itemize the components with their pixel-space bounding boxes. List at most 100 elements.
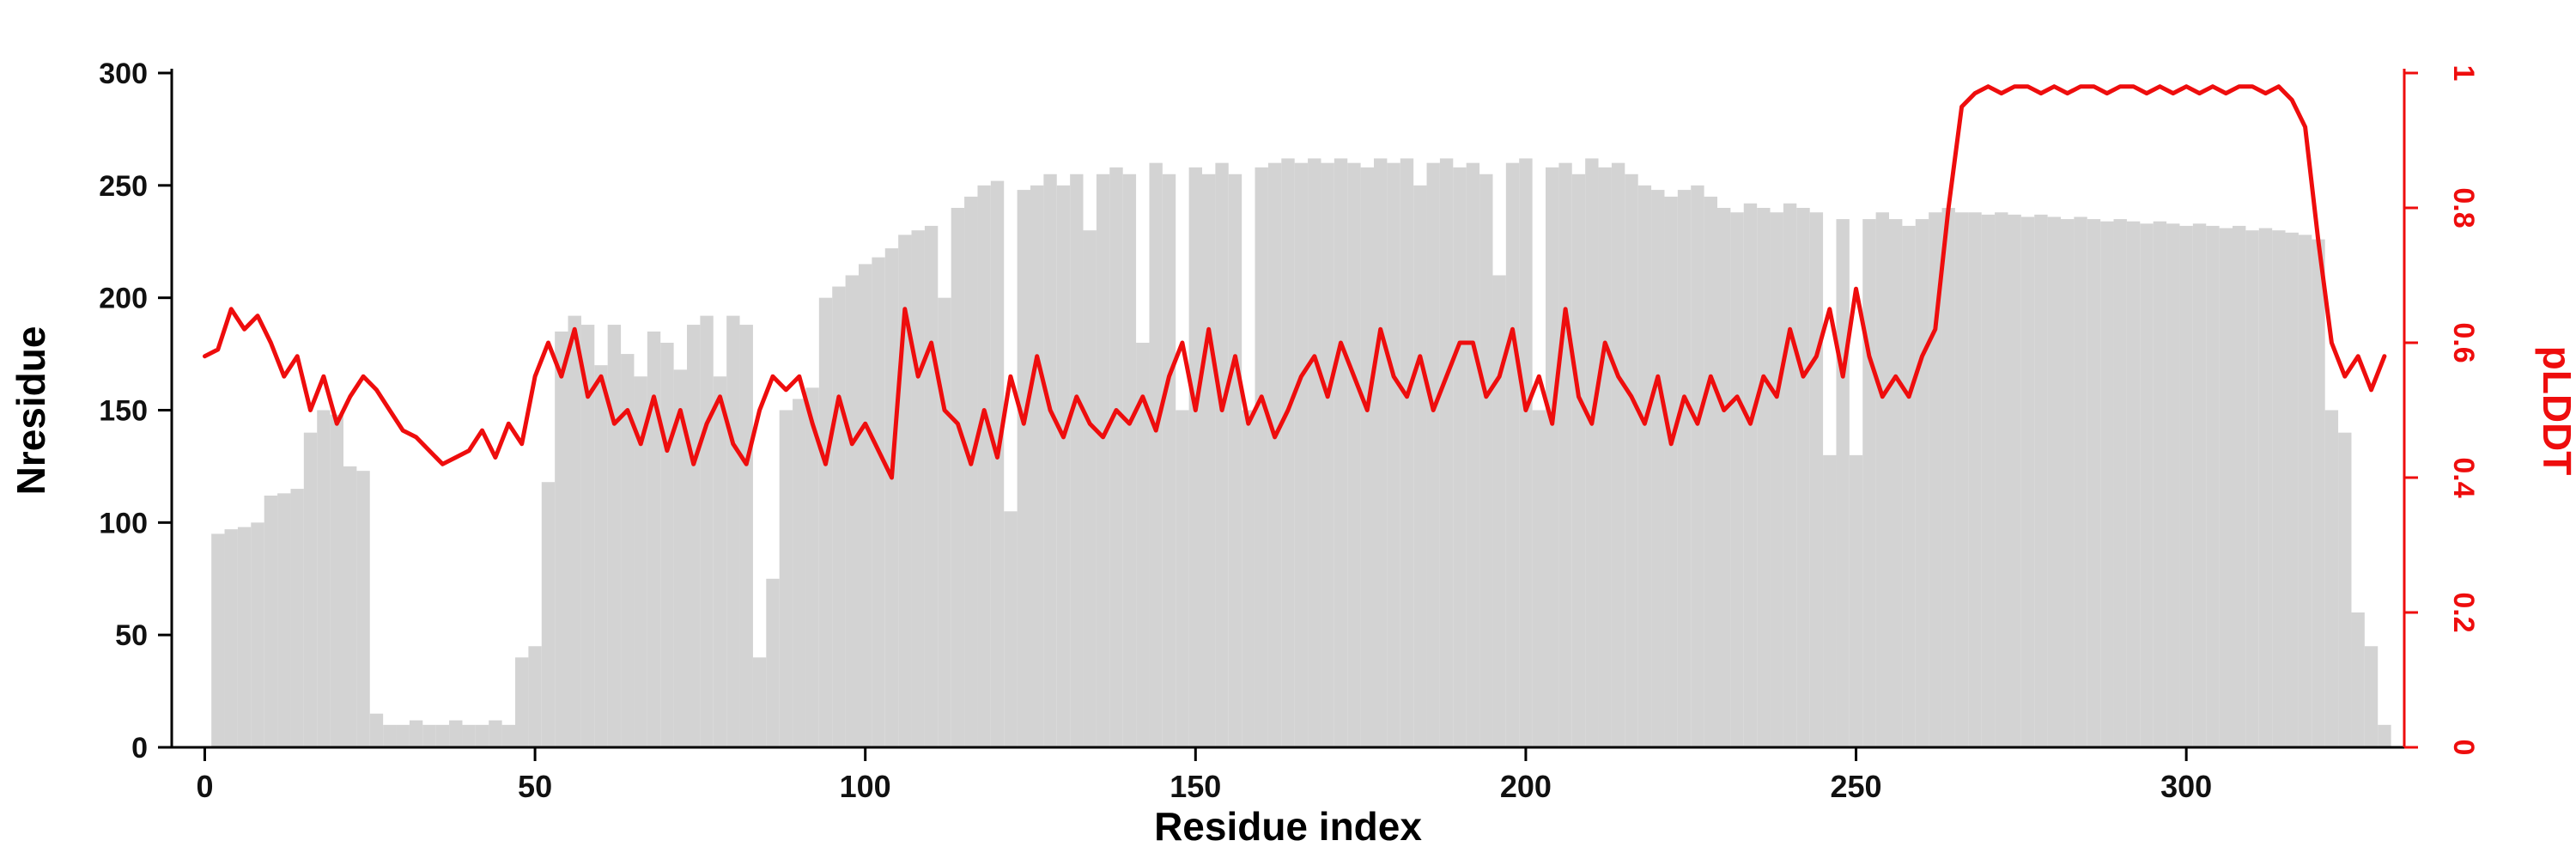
nresidue-bar [2378,724,2391,747]
nresidue-bar [2153,221,2167,747]
nresidue-bar [1413,185,1427,747]
nresidue-bar [2008,214,2021,748]
nresidue-bar [647,331,661,747]
nresidue-bar [938,297,951,747]
nresidue-bar [1968,212,1982,748]
nresidue-bar [1757,208,1771,747]
nresidue-bar [964,196,978,748]
nresidue-bar [621,354,635,747]
nresidue-bar [1387,162,1400,748]
axes: 0 50 100 150 200 250 300 0 50 100 150 200 250 300 0 0.2… [99,58,2480,804]
nresidue-bar [752,657,767,747]
nresidue-bar [1664,196,1678,748]
nresidue-bar [1915,219,1929,747]
nresidue-bar [1532,410,1546,747]
nresidue-bar [1017,190,1030,747]
nresidue-bar [2020,216,2035,748]
nresidue-bar [2351,612,2365,747]
nresidue-bar [793,399,806,747]
nresidue-bar [1677,190,1692,747]
nresidue-bar [1691,185,1704,747]
nresidue-bar [673,369,687,747]
nresidue-bar [264,495,278,747]
nresidue-bar [1479,174,1493,747]
nresidue-bar [1492,275,1506,747]
nresidue-bar [607,325,622,747]
x-axis-title: Residue index [1154,804,1422,849]
nresidue-bar [1136,343,1150,747]
nresidue-bar [660,343,674,747]
nresidue-bar [1929,212,1942,748]
nresidue-bar [2126,221,2141,747]
nresidue-bar [884,248,899,748]
nresidue-bar [2258,228,2273,747]
nresidue-bar [1862,219,1876,747]
nresidue-bar [2192,223,2207,747]
nresidue-bar [1374,158,1388,747]
nresidue-bars-series [211,158,2391,748]
x-tick-label: 150 [1170,769,1221,804]
nresidue-bar [1334,158,1348,747]
nresidue-bar [700,315,714,747]
nresidue-bar [2100,221,2114,747]
x-tick-label: 250 [1830,769,1881,804]
nresidue-bar [2074,216,2087,748]
nresidue-bar [435,724,450,747]
right-axis-title: pLDDT [2535,346,2576,476]
left-tick-label: 300 [99,58,148,90]
nresidue-bar [2245,230,2259,747]
nresidue-bar [1043,174,1057,747]
nresidue-bar [1400,158,1414,747]
nresidue-bar [1571,174,1586,747]
nresidue-bar [1267,162,1282,748]
nresidue-bar [2087,219,2101,747]
nresidue-bar [2140,223,2154,747]
nresidue-bar [1743,203,1758,747]
nresidue-bar [1981,214,1996,748]
nresidue-bar [224,529,238,747]
plddt-line-series [203,84,2387,480]
nresidue-bar [1083,230,1097,747]
nresidue-bar [634,376,647,747]
x-tick-label: 50 [518,769,552,804]
nresidue-bar [1439,158,1454,747]
nresidue-bar [1453,167,1467,747]
nresidue-bar [1109,167,1123,747]
nresidue-bar [1360,167,1374,747]
nresidue-bar [2338,432,2352,747]
nresidue-bar [1796,208,1810,747]
nresidue-bar [1321,162,1334,748]
nresidue-bar [1426,162,1440,748]
nresidue-bar [990,180,1005,748]
nresidue-bar [977,185,991,747]
nresidue-bar [568,315,581,747]
nresidue-bar [237,527,252,747]
nresidue-bar [1466,162,1480,748]
right-tick-label: 1 [2447,65,2480,82]
nresidue-bar [251,522,264,747]
nresidue-bar [2364,646,2379,747]
nresidue-bar [2061,219,2075,747]
right-tick-label: 0.6 [2447,322,2480,362]
x-tick-label: 0 [196,769,213,804]
nresidue-bar [2179,225,2193,747]
nresidue-bar [1849,454,1863,747]
nresidue-bar [409,720,423,747]
nresidue-bar [1176,410,1189,747]
x-tick-label: 300 [2160,769,2212,804]
nresidue-bar [501,724,515,747]
nresidue-bar [687,325,701,747]
nresidue-bar [1809,212,1824,748]
nresidue-bar [1215,162,1229,748]
nresidue-bar [303,432,318,747]
right-tick-label: 0 [2447,740,2480,756]
left-axis-title: Nresidue [9,326,53,496]
nresidue-bar [2298,235,2312,747]
nresidue-bar [2034,214,2048,748]
nresidue-bar [475,724,489,747]
nresidue-bar [422,724,436,747]
nresidue-bar [713,376,727,747]
nresidue-bar [515,657,529,747]
nresidue-bar [2166,223,2180,747]
nresidue-bar [1030,185,1044,747]
